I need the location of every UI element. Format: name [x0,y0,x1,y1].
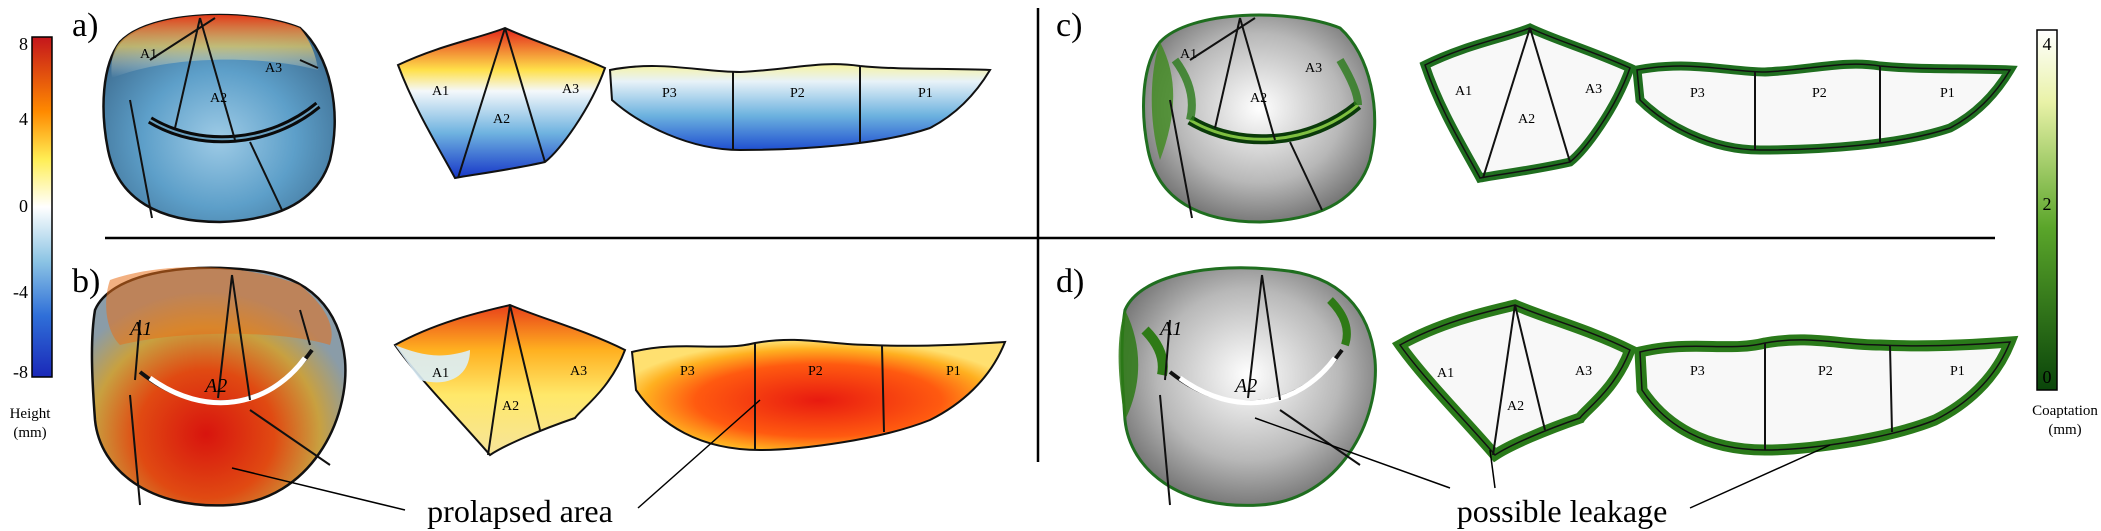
height-colorbar: 8 4 0 -4 -8 Height (mm) [10,34,53,441]
segment-label: A3 [562,82,579,97]
height-tick: 0 [19,196,28,216]
segment-label: A3 [1585,82,1602,97]
panel-a-posterior-leaflet: P3 P2 P1 [608,63,992,152]
annotation-leakage: possible leakage [1254,417,1831,529]
height-tick: 8 [19,34,28,54]
segment-label: P1 [1950,364,1965,379]
segment-label: A3 [265,61,282,76]
segment-label: P3 [1690,364,1705,379]
coaptation-tick: 2 [2043,194,2052,214]
segment-label: A2 [1507,399,1524,414]
possible-leakage-label: possible leakage [1457,493,1668,529]
segment-label: P1 [918,86,933,101]
segment-label: P3 [1690,86,1705,101]
panel-b-anterior-leaflet: A1 A2 A3 [393,303,627,457]
segment-label: A1 [140,47,157,62]
panel-b-posterior-leaflet: P3 P2 P1 [630,338,1007,452]
segment-label: P3 [680,364,695,379]
segment-label: A2 [493,112,510,127]
segment-label: A1 [1158,318,1182,340]
height-tick: 4 [19,109,28,129]
panel-c-anterior-leaflet: A1 A2 A3 [1419,23,1636,184]
panel-a-valve-view: A1 A2 A3 [102,13,336,224]
segment-label: A3 [570,364,587,379]
panel-label-c: c) [1056,7,1082,44]
segment-label: P2 [1812,86,1827,101]
height-tick: -4 [13,282,28,302]
coaptation-tick: 4 [2043,34,2052,54]
annotation-prolapsed: prolapsed area [231,399,761,529]
panel-b-valve-view: A1 A2 [90,266,347,507]
panel-label-b: b) [72,263,100,300]
segment-label: A1 [1180,47,1197,62]
coaptation-colorbar-title: Coaptation [2032,403,2098,419]
segment-label: A1 [1437,366,1454,381]
coaptation-colorbar-unit: (mm) [2048,422,2081,438]
panel-label-d: d) [1056,263,1084,300]
prolapsed-area-label: prolapsed area [427,493,613,529]
segment-label: P3 [662,86,677,101]
segment-label: A2 [203,375,227,397]
panel-label-a: a) [72,7,98,44]
panel-c-valve-view: A1 A2 A3 [1142,13,1377,224]
panel-c-posterior-leaflet: P3 P2 P1 [1632,59,2018,155]
segment-label: A3 [1575,364,1592,379]
segment-label: P2 [808,364,823,379]
segment-label: A3 [1305,61,1322,76]
segment-label: A2 [210,91,227,106]
segment-label: P2 [790,86,805,101]
segment-label: P2 [1818,364,1833,379]
segment-label: A2 [1250,91,1267,106]
panel-d-posterior-leaflet: P3 P2 P1 [1634,334,2019,456]
segment-label: A2 [502,399,519,414]
coaptation-colorbar: 4 2 0 Coaptation (mm) [2032,29,2098,438]
segment-label: A2 [1518,112,1535,127]
height-tick: -8 [13,362,28,382]
segment-label: P1 [946,364,961,379]
panel-d-anterior-leaflet: A1 A2 A3 [1391,299,1637,463]
segment-label: A1 [432,84,449,99]
height-colorbar-unit: (mm) [13,425,46,441]
panel-a-anterior-leaflet: A1 A2 A3 [396,26,607,180]
panel-d-valve-view: A1 A2 [1118,266,1377,507]
height-colorbar-title: Height [10,406,52,422]
segment-label: A1 [1455,84,1472,99]
segment-label: A1 [128,318,152,340]
coaptation-tick: 0 [2043,367,2052,387]
segment-label: P1 [1940,86,1955,101]
segment-label: A2 [1233,375,1257,397]
segment-label: A1 [432,366,449,381]
